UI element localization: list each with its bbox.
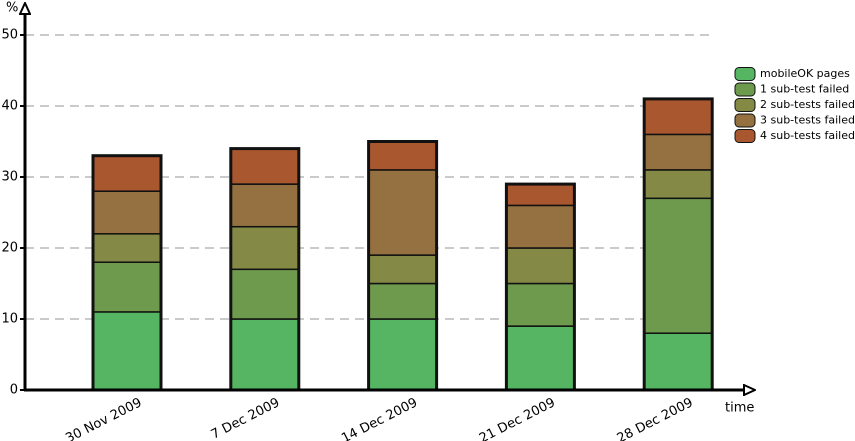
y-tick-label: 0 xyxy=(10,383,18,398)
bar-segment xyxy=(367,254,438,285)
legend-swatch xyxy=(734,98,756,112)
x-tick-label: 28 Dec 2009 xyxy=(615,395,696,441)
y-tick-label: 40 xyxy=(1,99,18,114)
legend-label: mobileOK pages xyxy=(760,67,850,80)
bar-segment xyxy=(230,225,300,271)
legend-label: 1 sub-test failed xyxy=(760,83,849,96)
legend-swatch xyxy=(734,67,756,81)
y-axis-label: % xyxy=(6,1,18,16)
bar-segment xyxy=(505,204,576,249)
bar-segment xyxy=(505,282,576,327)
bar-segment xyxy=(367,169,438,256)
legend-label: 2 sub-tests failed xyxy=(760,98,855,111)
x-tick-label: 7 Dec 2009 xyxy=(209,395,282,441)
legend-swatch xyxy=(734,129,756,143)
y-tick-label: 20 xyxy=(1,241,18,256)
bar-segment xyxy=(643,98,713,136)
bar-segment xyxy=(367,318,438,391)
bar-segment xyxy=(505,325,576,391)
bar-segment xyxy=(230,147,300,185)
bar-segment xyxy=(92,154,162,192)
x-tick-label: 30 Nov 2009 xyxy=(63,395,144,441)
bar-segment xyxy=(505,183,576,207)
legend-label: 3 sub-tests failed xyxy=(760,114,855,127)
bar-segment xyxy=(92,261,162,313)
bar-segment xyxy=(367,282,438,320)
legend-swatch xyxy=(734,113,756,128)
bar-segment xyxy=(643,169,713,200)
y-tick-label: 10 xyxy=(1,312,18,327)
x-tick-label: 14 Dec 2009 xyxy=(339,395,420,441)
bars xyxy=(91,97,714,392)
legend-swatch xyxy=(734,82,756,97)
x-tick-label: 21 Dec 2009 xyxy=(477,395,558,441)
bar-segment xyxy=(230,318,300,391)
bar-segment xyxy=(505,247,576,285)
x-axis-label: time xyxy=(725,401,754,416)
bar-segment xyxy=(367,140,438,171)
bar-segment xyxy=(643,133,713,171)
bar-segment xyxy=(230,268,300,320)
bar-segment xyxy=(92,233,162,263)
bar-segment xyxy=(230,183,300,228)
bar-segment xyxy=(92,311,162,391)
legend: mobileOK pages 1 sub-test failed 2 sub-tes… xyxy=(734,67,855,143)
bar-segment xyxy=(643,197,713,334)
y-tick-label: 50 xyxy=(1,28,18,43)
y-tick-label: 30 xyxy=(1,170,18,185)
legend-label: 4 sub-tests failed xyxy=(760,129,855,142)
bar-segment xyxy=(92,190,162,235)
bar-segment xyxy=(643,332,713,391)
